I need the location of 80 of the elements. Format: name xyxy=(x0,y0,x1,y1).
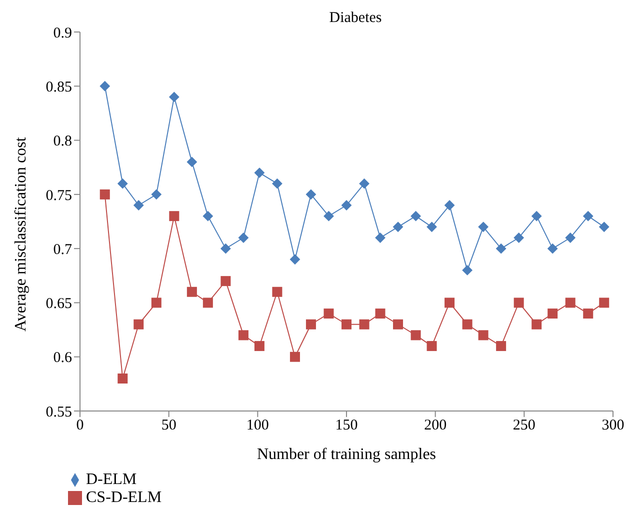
point xyxy=(151,189,162,200)
point xyxy=(134,319,144,330)
y-tick-label: 0.9 xyxy=(53,25,72,42)
point xyxy=(100,189,110,200)
point xyxy=(118,374,128,384)
point xyxy=(169,211,180,222)
x-axis-title: Number of training samples xyxy=(256,446,436,463)
x-tick-label: 250 xyxy=(512,418,536,434)
point xyxy=(151,298,162,308)
point xyxy=(306,189,316,200)
point xyxy=(583,211,594,222)
legend-label: CS-D-ELM xyxy=(86,489,162,506)
x-tick-label: 300 xyxy=(602,418,624,434)
x-tick-label: 50 xyxy=(161,418,176,434)
point xyxy=(410,211,421,222)
point xyxy=(478,222,488,232)
point xyxy=(410,330,421,340)
point xyxy=(254,341,264,352)
point xyxy=(202,211,213,222)
point xyxy=(375,232,386,243)
point xyxy=(238,330,248,340)
point xyxy=(565,298,576,308)
point xyxy=(324,211,334,222)
point xyxy=(462,319,472,330)
point xyxy=(186,286,197,297)
y-tick-label: 0.55 xyxy=(46,404,72,420)
x-tick-label: 200 xyxy=(424,418,447,434)
point xyxy=(186,156,197,167)
x-tick-label: 0 xyxy=(76,418,84,434)
point xyxy=(375,308,386,319)
point xyxy=(548,244,558,254)
point xyxy=(426,341,437,352)
point xyxy=(532,211,542,222)
point xyxy=(342,200,352,210)
legend-label: D-ELM xyxy=(86,471,137,488)
y-axis-title: Average misclassification cost xyxy=(12,136,30,332)
point xyxy=(342,319,352,330)
point xyxy=(444,298,455,308)
point xyxy=(100,81,110,92)
point xyxy=(583,308,594,319)
point xyxy=(393,222,404,232)
y-tick-label: 0.65 xyxy=(46,296,72,312)
point xyxy=(548,308,558,319)
point xyxy=(478,330,488,340)
point xyxy=(565,232,576,243)
point xyxy=(238,232,248,243)
point xyxy=(462,265,472,276)
point xyxy=(496,341,506,352)
point xyxy=(118,178,128,189)
point xyxy=(254,168,264,178)
point xyxy=(220,276,231,286)
point xyxy=(290,254,300,264)
point xyxy=(532,319,542,330)
y-tick-label: 0.6 xyxy=(53,350,72,366)
point xyxy=(444,200,455,210)
point xyxy=(220,244,231,254)
point xyxy=(134,200,144,210)
y-tick-label: 0.85 xyxy=(46,79,72,96)
point xyxy=(202,298,213,308)
point xyxy=(514,232,524,243)
point xyxy=(272,178,282,189)
point xyxy=(324,308,334,319)
y-tick-label: 0.8 xyxy=(53,134,72,150)
point xyxy=(393,319,404,330)
point xyxy=(359,319,370,330)
chart-title: Diabetes xyxy=(328,9,383,27)
point xyxy=(599,298,610,308)
point xyxy=(359,178,370,189)
x-tick-label: 100 xyxy=(246,418,269,434)
point xyxy=(272,286,282,297)
point xyxy=(514,298,524,308)
point xyxy=(169,92,180,102)
point xyxy=(306,319,316,330)
y-tick-label: 0.7 xyxy=(53,242,72,258)
point xyxy=(599,222,610,232)
y-tick-label: 0.75 xyxy=(46,188,72,204)
point xyxy=(496,244,506,254)
x-tick-label: 150 xyxy=(335,418,358,434)
point xyxy=(290,352,300,362)
point xyxy=(426,222,437,232)
